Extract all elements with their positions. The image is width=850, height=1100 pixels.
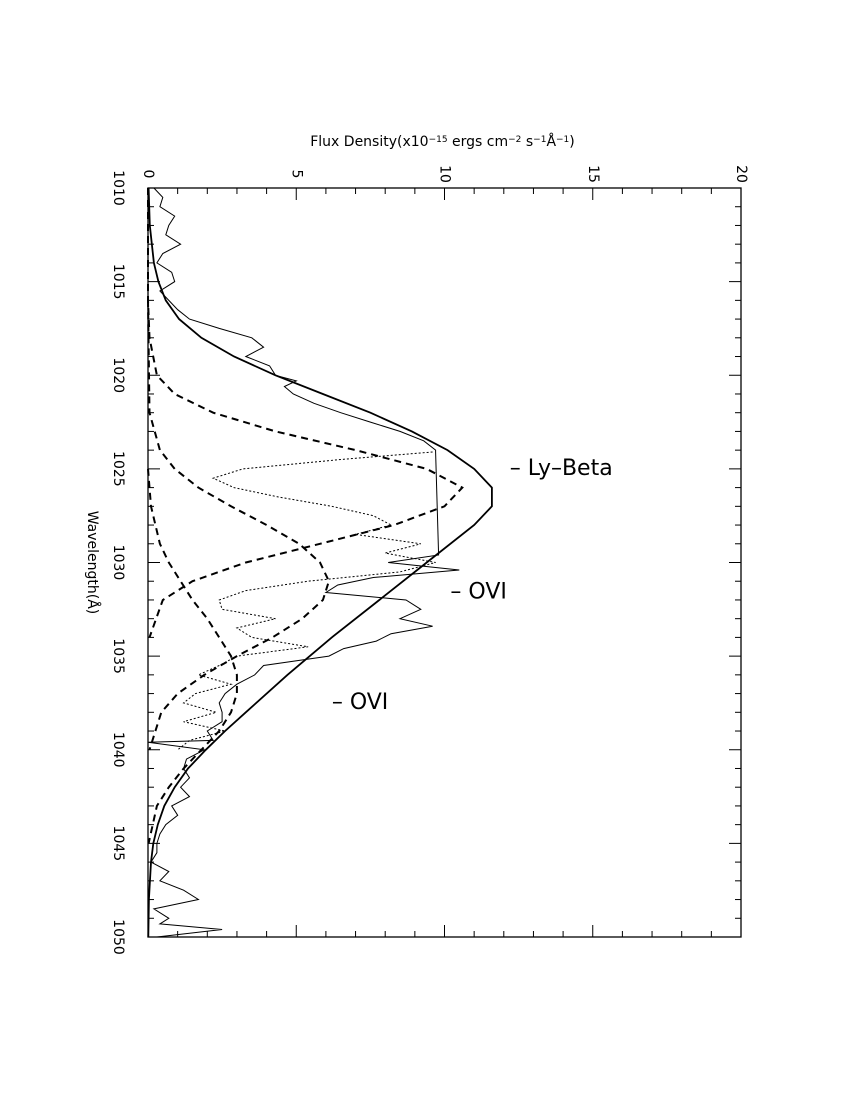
line-annotation: – OVI bbox=[332, 690, 388, 715]
flux-tick-label: 20 bbox=[733, 165, 749, 183]
flux-axis-title-exponent: −1 bbox=[533, 135, 546, 145]
flux-axis-title-exponent: −2 bbox=[508, 135, 521, 145]
flux-axis-title-exponent: −15 bbox=[429, 135, 448, 145]
series-line-dashed bbox=[147, 468, 238, 844]
flux-tick-label: 0 bbox=[140, 170, 156, 179]
wavelength-axis-title: Wavelength(Å) bbox=[84, 511, 101, 615]
line-annotation: – Ly–Beta bbox=[510, 456, 613, 481]
series-line-dashed bbox=[147, 188, 464, 638]
flux-axis-title-part: Flux Density(x10 bbox=[310, 134, 428, 150]
flux-tick-label: 5 bbox=[288, 170, 304, 179]
wavelength-tick-label: 1045 bbox=[110, 826, 126, 862]
wavelength-tick-label: 1020 bbox=[110, 357, 126, 393]
flux-tick-label: 10 bbox=[437, 165, 453, 183]
wavelength-tick-label: 1010 bbox=[110, 170, 126, 206]
series-line-solid-thick bbox=[147, 187, 493, 938]
wavelength-tick-label: 1050 bbox=[110, 919, 126, 955]
wavelength-tick-label: 1015 bbox=[110, 264, 126, 300]
flux-axis-title-part: s bbox=[521, 134, 533, 150]
series-line-dashed bbox=[147, 300, 330, 751]
series-line-solid-thin bbox=[147, 187, 460, 938]
line-annotation: – OVI bbox=[450, 579, 506, 604]
flux-axis-title-part: ) bbox=[569, 134, 574, 150]
wavelength-tick-label: 1035 bbox=[110, 638, 126, 674]
wavelength-tick-label: 1040 bbox=[110, 732, 126, 768]
flux-axis-title-part: ergs cm bbox=[448, 134, 509, 150]
flux-axis-title: Flux Density(x10−15 ergs cm−2 s−1Å−1) bbox=[310, 133, 575, 150]
wavelength-tick-label: 1030 bbox=[110, 545, 126, 581]
plot-frame bbox=[147, 187, 742, 938]
flux-axis-title-part: Å bbox=[546, 133, 556, 150]
flux-tick-label: 15 bbox=[585, 165, 601, 183]
wavelength-tick-label: 1025 bbox=[110, 451, 126, 487]
series-line-dotted bbox=[177, 451, 436, 751]
flux-axis-title-exponent: −1 bbox=[556, 135, 569, 145]
